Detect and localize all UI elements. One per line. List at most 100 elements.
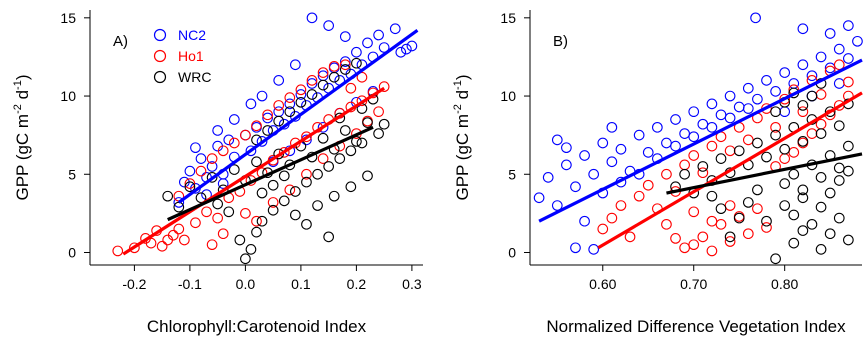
point-ho1 — [633, 190, 645, 202]
point-wrc — [162, 190, 174, 202]
point-wrc — [345, 181, 357, 193]
point-ho1 — [184, 178, 196, 190]
point-ho1 — [843, 76, 854, 88]
point-ho1 — [206, 239, 218, 251]
point-ho1 — [724, 200, 736, 211]
point-nc2 — [401, 43, 412, 55]
point-ho1 — [615, 200, 627, 211]
point-nc2 — [306, 12, 318, 24]
point-wrc — [797, 136, 809, 147]
point-nc2 — [339, 56, 351, 67]
point-nc2 — [688, 106, 700, 118]
point-nc2 — [533, 192, 545, 204]
point-wrc — [323, 161, 335, 172]
panel-label: A) — [113, 33, 128, 50]
point-ho1 — [779, 153, 791, 164]
point-nc2 — [406, 40, 418, 52]
point-nc2 — [217, 178, 229, 190]
point-nc2 — [570, 181, 581, 193]
point-ho1 — [833, 59, 845, 71]
point-ho1 — [156, 240, 168, 252]
point-ho1 — [761, 222, 772, 233]
point-nc2 — [843, 20, 854, 31]
point-wrc — [212, 198, 223, 210]
point-wrc — [806, 90, 818, 102]
legend-label-wrc: WRC — [178, 69, 211, 85]
point-nc2 — [642, 147, 654, 158]
point-ho1 — [670, 233, 681, 244]
x-axis-title: Chlorophyll:Carotenoid Index — [147, 317, 367, 336]
point-wrc — [295, 96, 307, 108]
point-nc2 — [256, 90, 268, 102]
point-nc2 — [606, 121, 618, 133]
point-nc2 — [579, 215, 590, 227]
point-ho1 — [378, 81, 390, 93]
point-wrc — [339, 125, 351, 136]
point-wrc — [815, 244, 827, 255]
point-wrc — [788, 168, 800, 180]
point-ho1 — [262, 109, 273, 121]
point-ho1 — [724, 236, 736, 247]
point-ho1 — [251, 215, 262, 227]
point-ho1 — [706, 140, 718, 152]
series-nc2 — [533, 12, 863, 255]
point-ho1 — [173, 223, 185, 235]
point-ho1 — [267, 197, 279, 208]
point-wrc — [317, 132, 329, 144]
point-nc2 — [306, 78, 318, 89]
legend-marker-nc2 — [153, 28, 167, 42]
point-nc2 — [779, 67, 791, 78]
point-ho1 — [190, 217, 201, 229]
x-tick-label: 0.70 — [680, 276, 707, 292]
point-wrc — [378, 118, 390, 130]
point-nc2 — [362, 37, 373, 49]
point-wrc — [833, 162, 845, 174]
point-nc2 — [633, 129, 645, 141]
point-wrc — [240, 253, 251, 265]
fit-line-ho1 — [122, 86, 386, 256]
point-nc2 — [852, 35, 863, 47]
point-ho1 — [661, 218, 672, 230]
point-wrc — [195, 192, 207, 204]
point-ho1 — [642, 179, 654, 191]
y-tick-label: 5 — [68, 166, 76, 182]
panel-label: B) — [553, 33, 568, 50]
point-wrc — [679, 168, 690, 180]
point-nc2 — [542, 172, 554, 183]
point-wrc — [843, 140, 854, 152]
point-nc2 — [733, 101, 745, 113]
point-ho1 — [688, 206, 700, 218]
point-wrc — [824, 106, 836, 118]
point-wrc — [779, 200, 791, 211]
point-nc2 — [173, 197, 185, 208]
point-ho1 — [328, 60, 340, 72]
point-ho1 — [162, 234, 174, 246]
point-wrc — [312, 168, 323, 180]
point-wrc — [351, 57, 362, 69]
x-tick-label: 0.2 — [347, 276, 367, 292]
point-ho1 — [301, 168, 312, 180]
point-nc2 — [797, 59, 809, 71]
point-wrc — [761, 215, 772, 227]
point-nc2 — [206, 161, 218, 172]
point-wrc — [833, 120, 845, 132]
point-wrc — [362, 170, 373, 182]
y-axis-title: GPP (gC m-2 d-1) — [12, 74, 32, 200]
point-nc2 — [742, 103, 754, 114]
point-wrc — [251, 226, 262, 238]
point-ho1 — [339, 59, 351, 71]
point-ho1 — [815, 89, 827, 100]
x-tick-label: 0.1 — [291, 276, 311, 292]
point-wrc — [290, 186, 301, 197]
point-wrc — [833, 175, 845, 186]
point-ho1 — [295, 84, 307, 96]
point-nc2 — [615, 143, 627, 155]
x-axis-title: Normalized Difference Vegetation Index — [546, 317, 846, 336]
point-nc2 — [742, 82, 754, 94]
point-wrc — [815, 201, 827, 213]
x-tick-label: 0.0 — [236, 276, 256, 292]
point-nc2 — [245, 145, 257, 157]
series-wrc — [670, 78, 854, 265]
y-tick-label: 5 — [508, 166, 516, 182]
point-wrc — [833, 212, 845, 224]
